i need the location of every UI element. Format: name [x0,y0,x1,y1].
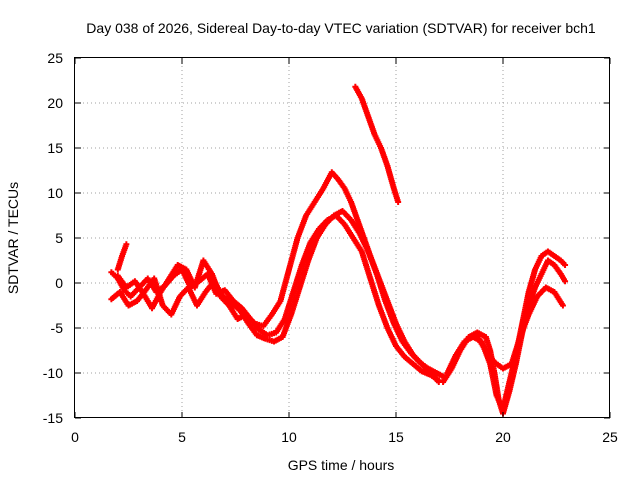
x-tick-label: 0 [71,429,79,445]
data-point [562,262,569,268]
series-pass-3 [114,169,442,385]
y-tick-label: 15 [47,140,63,156]
grid [75,58,610,418]
x-tick-label: 25 [602,429,618,445]
series-pass-7 [444,248,569,412]
x-tick-label: 20 [495,429,511,445]
data-point [562,278,569,285]
y-tick-label: 0 [55,275,63,291]
data-point [559,302,566,309]
data-point [395,199,402,205]
x-tick-label: 5 [178,429,186,445]
data-series [108,83,569,417]
chart-title: Day 038 of 2026, Sidereal Day-to-day VTE… [86,20,596,36]
y-tick-label: -15 [43,410,63,426]
y-axis-label: SDTVAR / TECUs [5,182,21,294]
x-axis-label: GPS time / hours [288,457,395,473]
plot-frame [74,57,610,418]
y-tick-label: 20 [47,95,63,111]
y-tick-label: -5 [51,320,64,336]
y-tick-label: 5 [55,230,63,246]
y-tick-label: 25 [47,50,63,66]
series-pass-5 [114,241,130,273]
y-tick-label: -10 [43,365,63,381]
y-tick-labels: -15 -10 -5 0 5 10 15 20 25 [43,50,63,426]
x-tick-labels: 0 5 10 15 20 25 [71,429,618,445]
x-tick-label: 10 [281,429,297,445]
axis-ticks [74,57,611,419]
x-tick-label: 15 [388,429,404,445]
series-pass-4 [352,83,402,205]
data-point [123,241,130,248]
series-pass-8 [474,284,566,372]
y-tick-label: 10 [47,185,63,201]
